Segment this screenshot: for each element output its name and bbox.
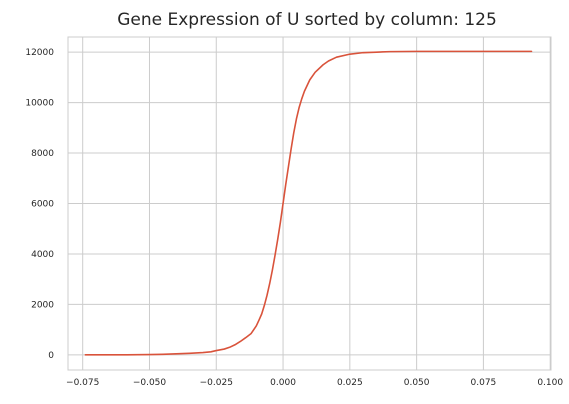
- x-tick-label: 0.075: [471, 378, 497, 388]
- x-tick-label: −0.025: [200, 378, 233, 388]
- plot-frame: [67, 36, 552, 371]
- x-tick-label: 0.050: [404, 378, 430, 388]
- y-tick-label: 0: [48, 351, 54, 361]
- series-line: [84, 50, 533, 356]
- x-tick-label: 0.100: [537, 378, 563, 388]
- y-tick-label: 6000: [31, 200, 54, 210]
- grid: [68, 37, 551, 370]
- chart-title: Gene Expression of U sorted by column: 1…: [117, 10, 497, 30]
- y-tick-label: 2000: [31, 300, 54, 310]
- series-layer: [84, 50, 533, 356]
- y-tick-label: 4000: [31, 250, 54, 260]
- tick-labels: −0.075 −0.050 −0.025 0.000 0.025 0.050 0.075 0.…: [25, 48, 563, 388]
- x-tick-label: −0.050: [133, 378, 167, 388]
- y-tick-label: 12000: [25, 48, 54, 58]
- y-tick-label: 10000: [25, 99, 54, 109]
- x-tick-label: −0.075: [66, 378, 99, 388]
- x-tick-label: 0.025: [337, 378, 363, 388]
- x-tick-label: 0.000: [270, 378, 296, 388]
- y-tick-label: 8000: [31, 149, 54, 159]
